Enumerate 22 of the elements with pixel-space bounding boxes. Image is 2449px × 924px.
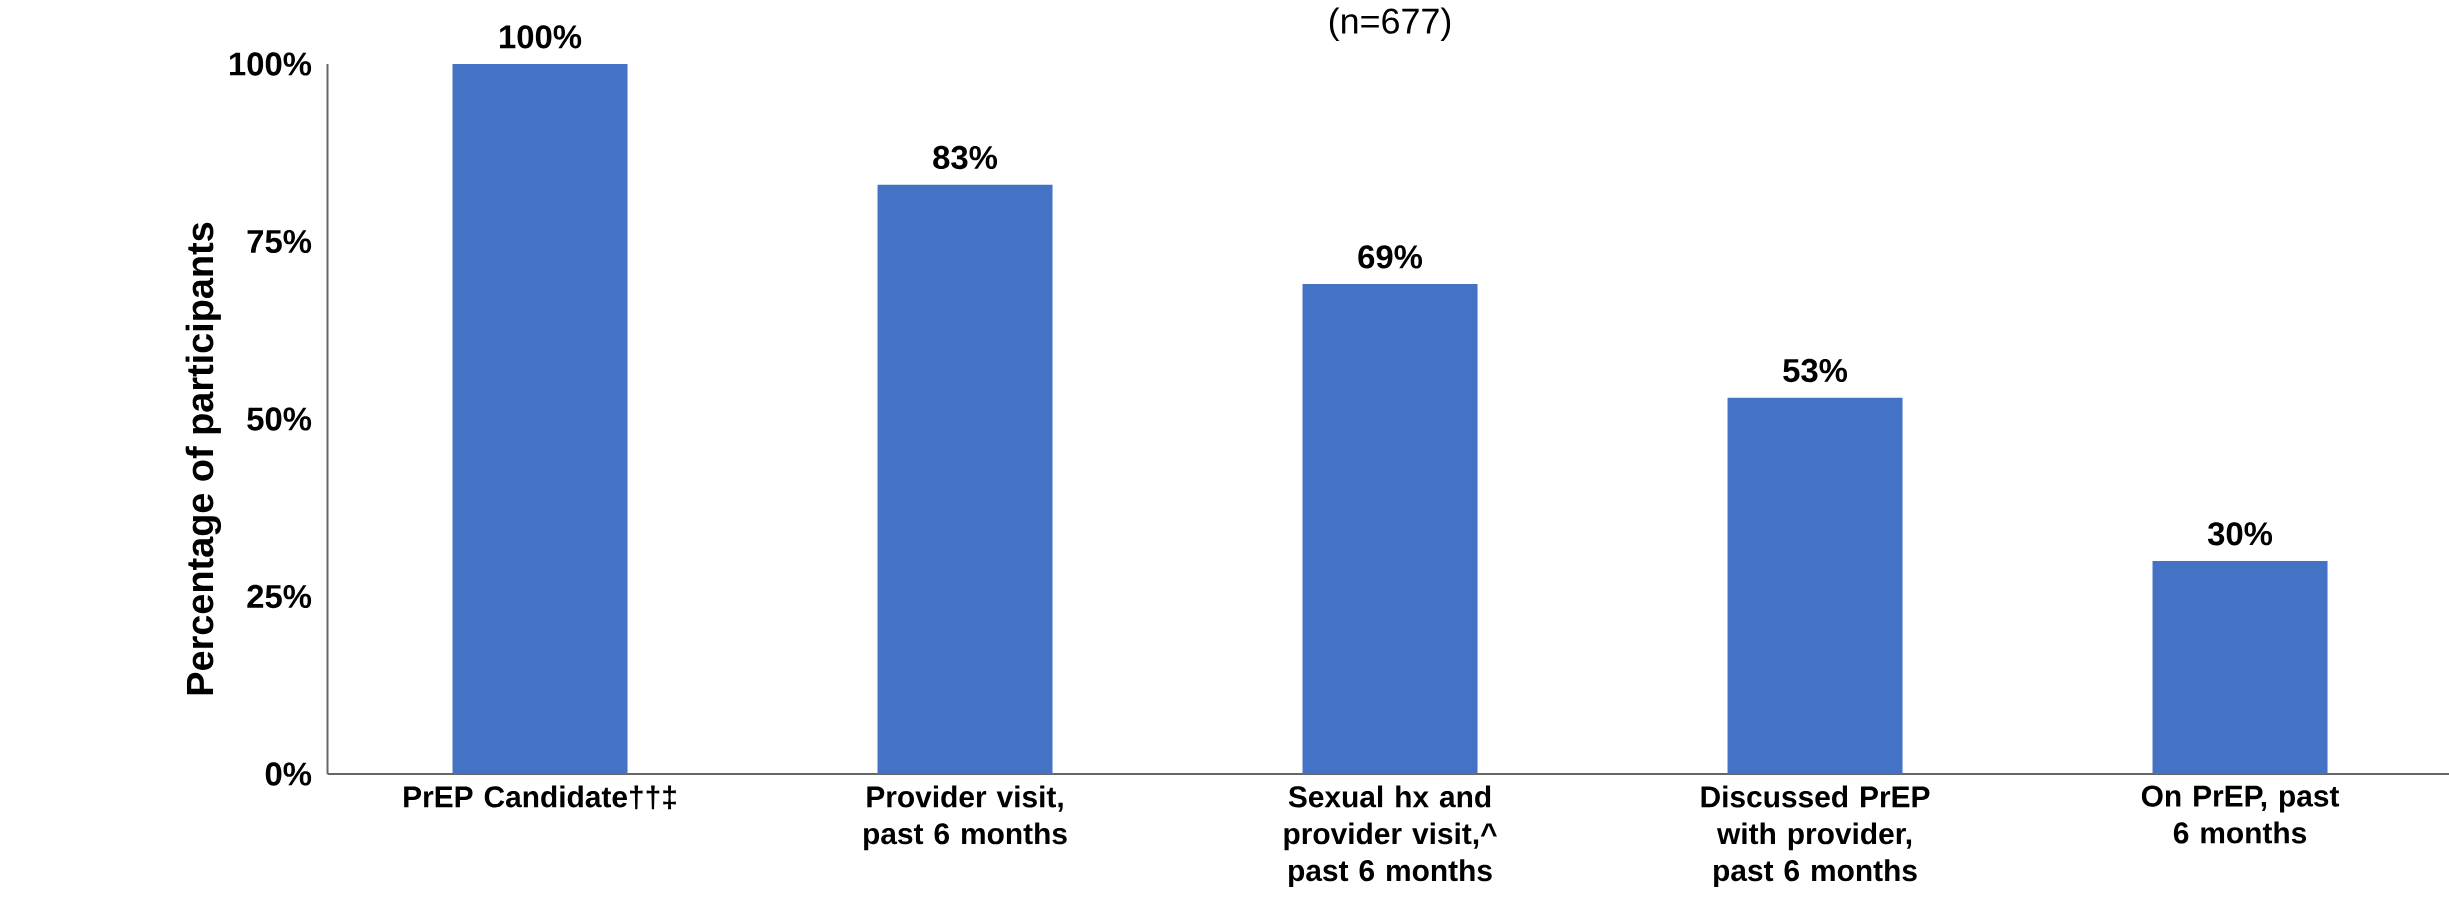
y-tick-label: 75% [247, 229, 312, 254]
data-label: 53% [1783, 358, 1848, 383]
chart-title: (n=677) [1329, 7, 1451, 41]
y-tick-label: 0% [265, 762, 312, 786]
x-tick-label: PrEP Candidate††‡ [404, 785, 676, 810]
y-tick-label: 50% [247, 407, 312, 431]
x-tick-label: On PrEP, past 6 months [2141, 785, 2340, 844]
x-tick-label: Provider visit, past 6 months [864, 785, 1067, 851]
bar [1302, 284, 1478, 774]
data-label: 83% [933, 145, 998, 170]
x-tick-label: Sexual hx and provider visit,^ past 6 months [1284, 785, 1497, 888]
bar [877, 184, 1053, 774]
y-axis-title: Percentage of participants [185, 222, 222, 695]
y-tick-label: 25% [247, 584, 312, 609]
x-tick-label: Discussed PrEP with provider, past 6 months [1701, 785, 1930, 888]
data-label: 69% [1358, 245, 1423, 269]
data-label: 100% [500, 25, 582, 49]
bar [452, 63, 628, 774]
y-tick-label: 100% [229, 52, 312, 76]
bar [2152, 560, 2328, 774]
bar [1727, 397, 1903, 774]
data-label: 30% [2207, 522, 2273, 546]
